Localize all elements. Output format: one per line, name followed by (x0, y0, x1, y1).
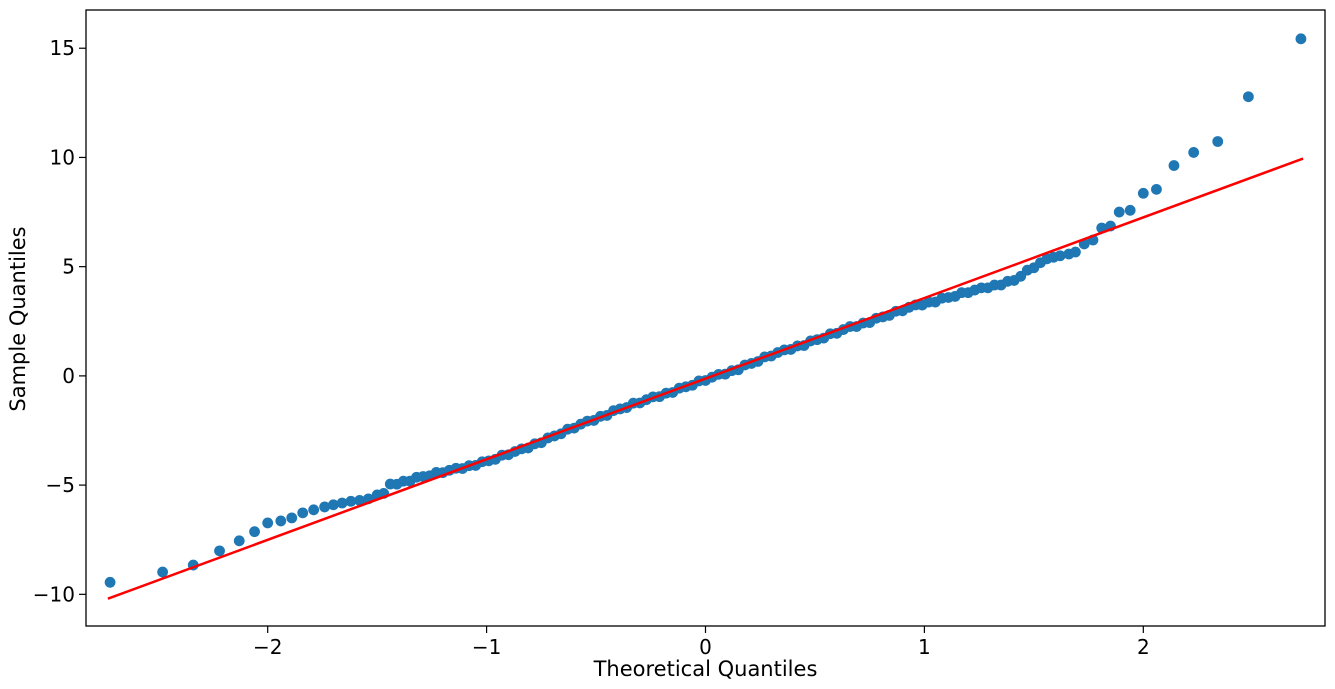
data-point (1070, 246, 1081, 258)
data-point (275, 515, 287, 527)
data-point (214, 545, 225, 557)
reference-line (107, 157, 1304, 600)
y-tick-label: 5 (62, 255, 75, 279)
data-point (157, 566, 169, 578)
data-point (327, 499, 339, 511)
data-point (1242, 91, 1254, 103)
data-point (1124, 204, 1136, 216)
data-point (345, 495, 357, 507)
data-point (336, 497, 348, 509)
x-axis-label: Theoretical Quantiles (593, 657, 818, 681)
data-point (354, 494, 366, 506)
plot-border (85, 9, 1326, 627)
y-tick-label: −5 (46, 473, 75, 497)
data-point (286, 512, 298, 524)
data-point (1212, 136, 1224, 147)
data-point (308, 504, 320, 516)
y-tick-label: 10 (50, 145, 75, 169)
x-tick-label: 0 (699, 635, 712, 659)
data-point (233, 535, 245, 547)
x-tick-label: 2 (1137, 635, 1150, 659)
x-tick-label: 1 (918, 635, 931, 659)
y-tick-label: 0 (62, 364, 75, 388)
data-point (1054, 250, 1066, 262)
y-axis-label: Sample Quantiles (6, 226, 30, 411)
data-point (297, 507, 309, 519)
data-point (1188, 147, 1200, 158)
y-tick-label: 15 (50, 36, 75, 60)
data-point (104, 576, 116, 588)
x-tick-label: −2 (253, 635, 282, 659)
data-point (1151, 183, 1162, 195)
data-point (1168, 160, 1180, 171)
data-point (1137, 187, 1149, 199)
data-point (249, 526, 260, 538)
data-point (319, 501, 331, 513)
data-point (262, 517, 274, 529)
x-tick-label: −1 (472, 635, 501, 659)
data-point (1295, 33, 1307, 45)
y-tick-label: −10 (33, 582, 75, 606)
data-point (1113, 206, 1125, 218)
